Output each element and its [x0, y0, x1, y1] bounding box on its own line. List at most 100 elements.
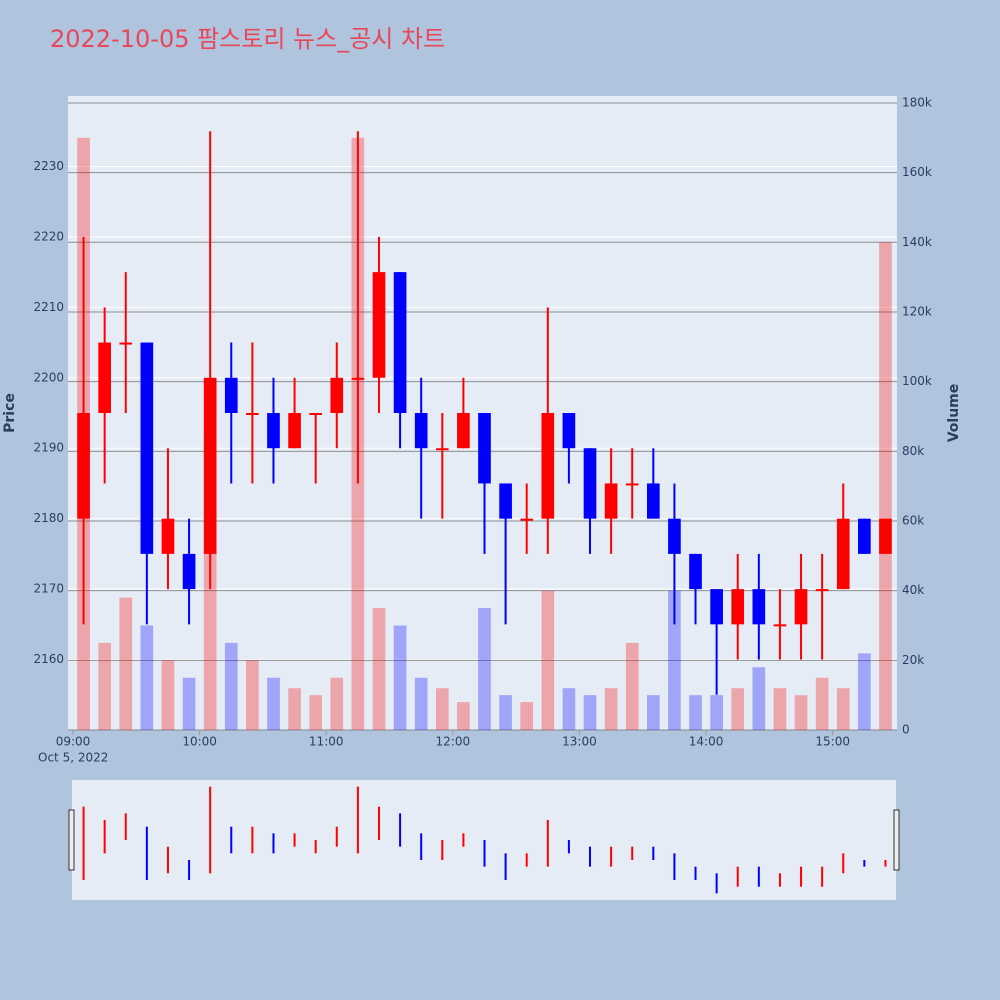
volume-bar: [478, 608, 491, 730]
candle-body: [794, 589, 808, 625]
y2-tick-label: 100k: [902, 374, 932, 388]
candle-body: [224, 377, 238, 413]
candle-body: [731, 589, 745, 625]
volume-bar: [710, 695, 723, 730]
candle-body: [499, 483, 512, 519]
volume-bar: [541, 590, 555, 730]
volume-bar: [98, 642, 111, 730]
candle-body: [689, 553, 702, 590]
candle-body: [351, 377, 365, 380]
x-sublabel: Oct 5, 2022: [38, 751, 108, 765]
volume-bar: [499, 695, 512, 730]
y2-tick-label: 140k: [902, 235, 932, 249]
y2-tick-label: 160k: [902, 165, 932, 179]
volume-bar: [879, 242, 892, 731]
volume-bar: [773, 688, 787, 730]
volume-bar: [794, 695, 808, 730]
volume-bar: [372, 608, 386, 730]
candle-body: [330, 377, 344, 413]
candle-body: [879, 518, 892, 554]
slider-handle[interactable]: [68, 809, 75, 871]
candle-body: [372, 272, 386, 378]
candle-body: [478, 413, 491, 484]
volume-bar: [182, 677, 196, 730]
y2-tick-label: 180k: [902, 95, 932, 109]
x-tick-label: 15:00: [815, 735, 850, 749]
candle-body: [520, 518, 534, 521]
volume-bar: [288, 688, 301, 730]
candle-body: [288, 413, 301, 449]
volume-bar: [161, 660, 175, 730]
volume-bar: [520, 702, 534, 730]
candle-body: [646, 483, 660, 519]
volume-bar: [224, 642, 238, 730]
candle-body: [246, 413, 259, 415]
candle-body: [583, 448, 597, 519]
candle-body: [562, 413, 576, 449]
candle-body: [77, 413, 90, 519]
candle-body: [182, 553, 196, 590]
y-tick-label: 2200: [33, 370, 64, 384]
volume-bar: [646, 695, 660, 730]
volume-bar: [267, 677, 280, 730]
y2-tick-label: 120k: [902, 304, 932, 318]
candle-body: [140, 342, 154, 554]
candle-body: [625, 483, 639, 486]
volume-bar: [393, 625, 407, 730]
y-tick-label: 2160: [33, 652, 64, 666]
y2-axis-title: Volume: [946, 384, 962, 443]
y2-tick-label: 40k: [902, 583, 924, 597]
volume-bar: [731, 688, 745, 730]
volume-bar: [414, 677, 428, 730]
candle-body: [119, 342, 133, 345]
candle-body: [161, 518, 175, 554]
x-tick-label: 12:00: [436, 735, 471, 749]
candle-body: [414, 413, 428, 449]
volume-bar: [752, 667, 766, 730]
y2-tick-label: 80k: [902, 444, 924, 458]
volume-bar: [815, 677, 829, 730]
volume-bar: [625, 642, 639, 730]
candle-body: [836, 518, 850, 590]
candle-body: [309, 413, 323, 415]
candle-body: [773, 624, 787, 627]
volume-bar: [583, 695, 597, 730]
x-tick-label: 10:00: [182, 735, 217, 749]
y-tick-label: 2210: [33, 300, 64, 314]
candle-body: [267, 413, 280, 449]
y-tick-label: 2190: [33, 441, 64, 455]
y-axis-title: Price: [2, 393, 18, 433]
chart-title: 2022-10-05 팜스토리 뉴스_공시 차트: [50, 25, 445, 53]
x-tick-label: 13:00: [562, 735, 597, 749]
x-tick-label: 11:00: [309, 735, 344, 749]
slider-handle[interactable]: [893, 809, 900, 871]
candle-body: [541, 413, 555, 519]
candle-body: [815, 589, 829, 592]
volume-bar: [562, 688, 576, 730]
y2-tick-label: 20k: [902, 653, 924, 667]
y2-tick-label: 60k: [902, 513, 924, 527]
candle-body: [98, 342, 111, 413]
volume-bar: [435, 688, 449, 730]
candle-body: [435, 448, 449, 451]
candle-body: [668, 518, 681, 554]
volume-bar: [858, 653, 871, 730]
volume-bar: [836, 688, 850, 730]
candle-body: [393, 272, 407, 413]
y-tick-label: 2230: [33, 159, 64, 173]
y-tick-label: 2220: [33, 229, 64, 243]
y-tick-label: 2170: [33, 582, 64, 596]
volume-bar: [668, 590, 681, 730]
y2-tick-label: 0: [902, 723, 910, 737]
volume-bar: [140, 625, 154, 730]
volume-bar: [246, 660, 259, 730]
y-tick-label: 2180: [33, 511, 64, 525]
volume-bar: [330, 677, 344, 730]
candle-body: [203, 377, 217, 554]
candle-body: [858, 518, 871, 554]
x-tick-label: 14:00: [689, 735, 724, 749]
candle-body: [752, 589, 766, 625]
candle-body: [457, 413, 470, 449]
candle-body: [710, 589, 723, 625]
